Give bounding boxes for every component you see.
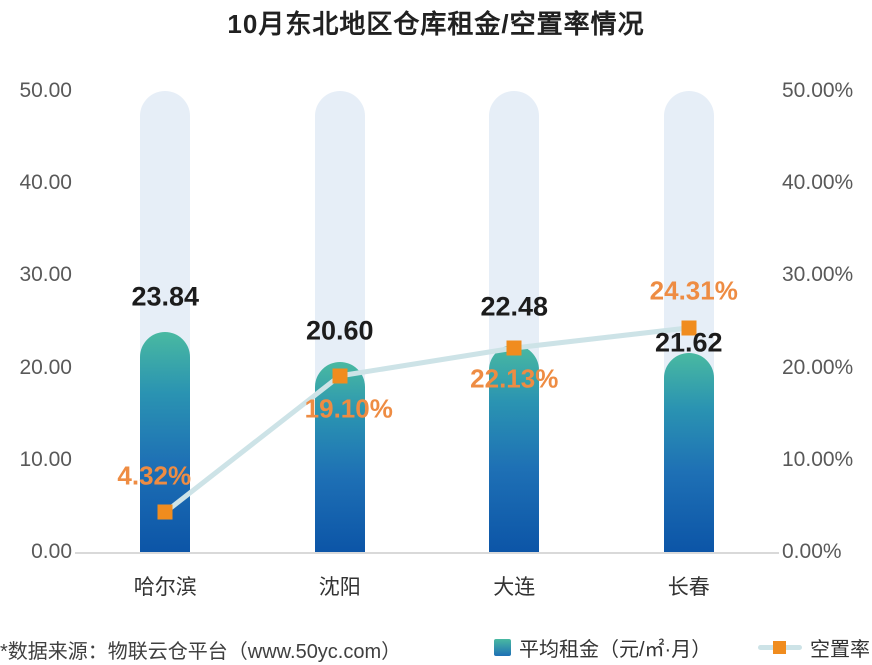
legend-item-vacancy[interactable]: 空置率 [758, 633, 870, 662]
footer-row: *数据来源：物联云仓平台（www.50yc.com） 平均租金（元/㎡·月） 空… [0, 632, 872, 663]
category-label: 大连 [493, 576, 536, 599]
vacancy-value-label: 24.31% [649, 275, 738, 306]
left-axis-tick: 50.00 [19, 79, 72, 102]
right-axis-tick: 30.00% [782, 263, 854, 287]
category-label: 哈尔滨 [133, 576, 197, 599]
legend-item-rent[interactable]: 平均租金（元/㎡·月） [494, 633, 711, 662]
right-axis-tick: 0.00% [782, 540, 842, 563]
vacancy-swatch-icon [758, 640, 802, 655]
left-axis-tick: 30.00 [19, 263, 72, 287]
vacancy-value-label: 4.32% [117, 460, 192, 491]
rent-value-label: 20.60 [305, 315, 374, 346]
category-label: 沈阳 [318, 576, 361, 599]
rent-swatch-icon [494, 638, 511, 656]
rent-bar[interactable] [314, 362, 365, 552]
rent-value-label: 22.48 [480, 291, 549, 322]
vacancy-value-label: 22.13% [470, 363, 559, 394]
category-label: 长春 [667, 576, 710, 599]
right-axis-tick: 10.00% [782, 447, 854, 471]
left-axis-tick: 40.00 [19, 171, 72, 195]
right-axis-tick: 40.00% [782, 171, 854, 195]
x-axis-line [75, 552, 779, 554]
vacancy-marker[interactable] [157, 504, 173, 520]
rent-value-label: 21.62 [654, 327, 723, 358]
rent-bar[interactable] [663, 352, 714, 552]
legend-vacancy-label: 空置率 [810, 638, 870, 661]
left-axis-tick: 10.00 [19, 447, 72, 471]
right-axis-tick: 20.00% [782, 355, 854, 379]
vacancy-marker[interactable] [506, 340, 522, 356]
legend: 平均租金（元/㎡·月） 空置率 [494, 632, 870, 662]
source-note: *数据来源：物联云仓平台（www.50yc.com） [0, 641, 402, 663]
vacancy-marker[interactable] [332, 368, 348, 384]
right-axis-tick: 50.00% [782, 79, 854, 102]
left-axis-tick: 20.00 [19, 355, 72, 379]
rent-value-label: 23.84 [131, 281, 200, 312]
legend-rent-label: 平均租金（元/㎡·月） [519, 638, 712, 661]
chart-title: 10月东北地区仓库租金/空置率情况 [227, 9, 645, 39]
left-axis-tick: 0.00 [31, 540, 72, 563]
vacancy-value-label: 19.10% [304, 393, 393, 424]
